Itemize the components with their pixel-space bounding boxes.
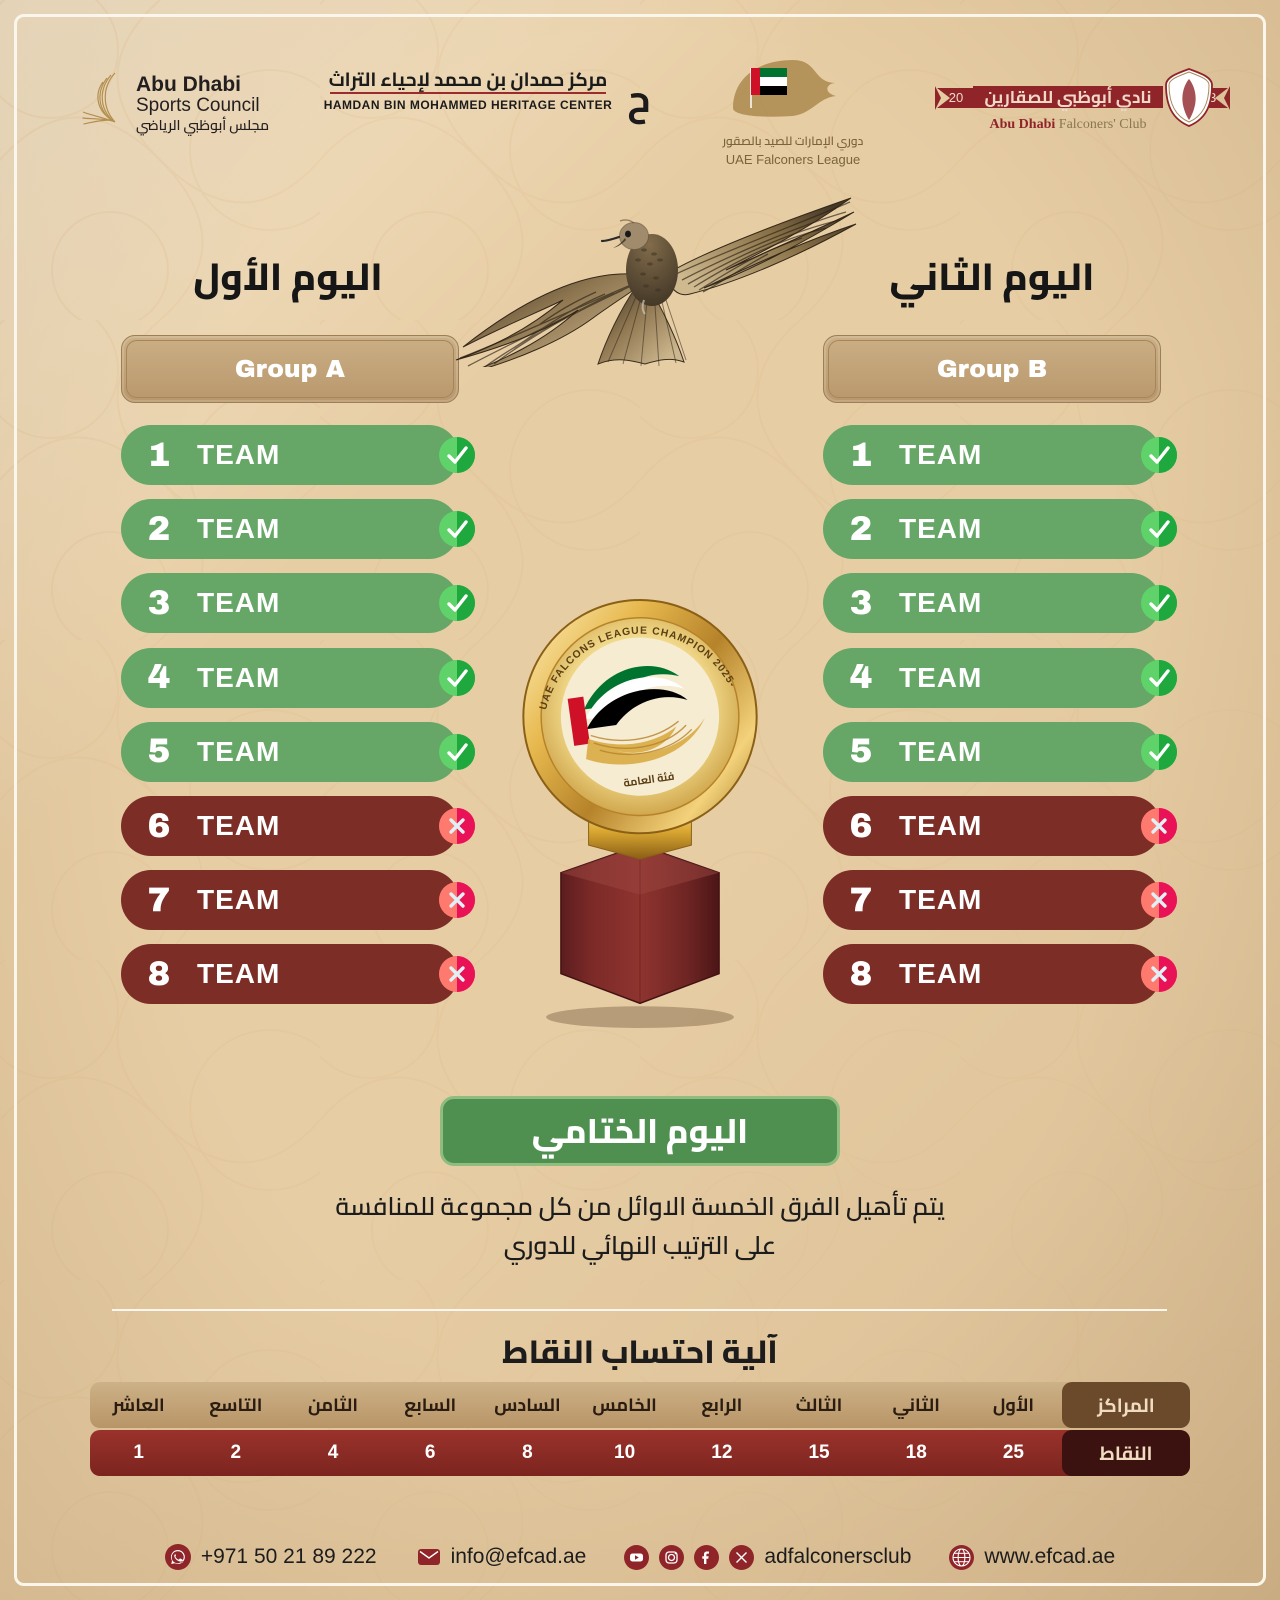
svg-text:20: 20	[949, 90, 963, 105]
